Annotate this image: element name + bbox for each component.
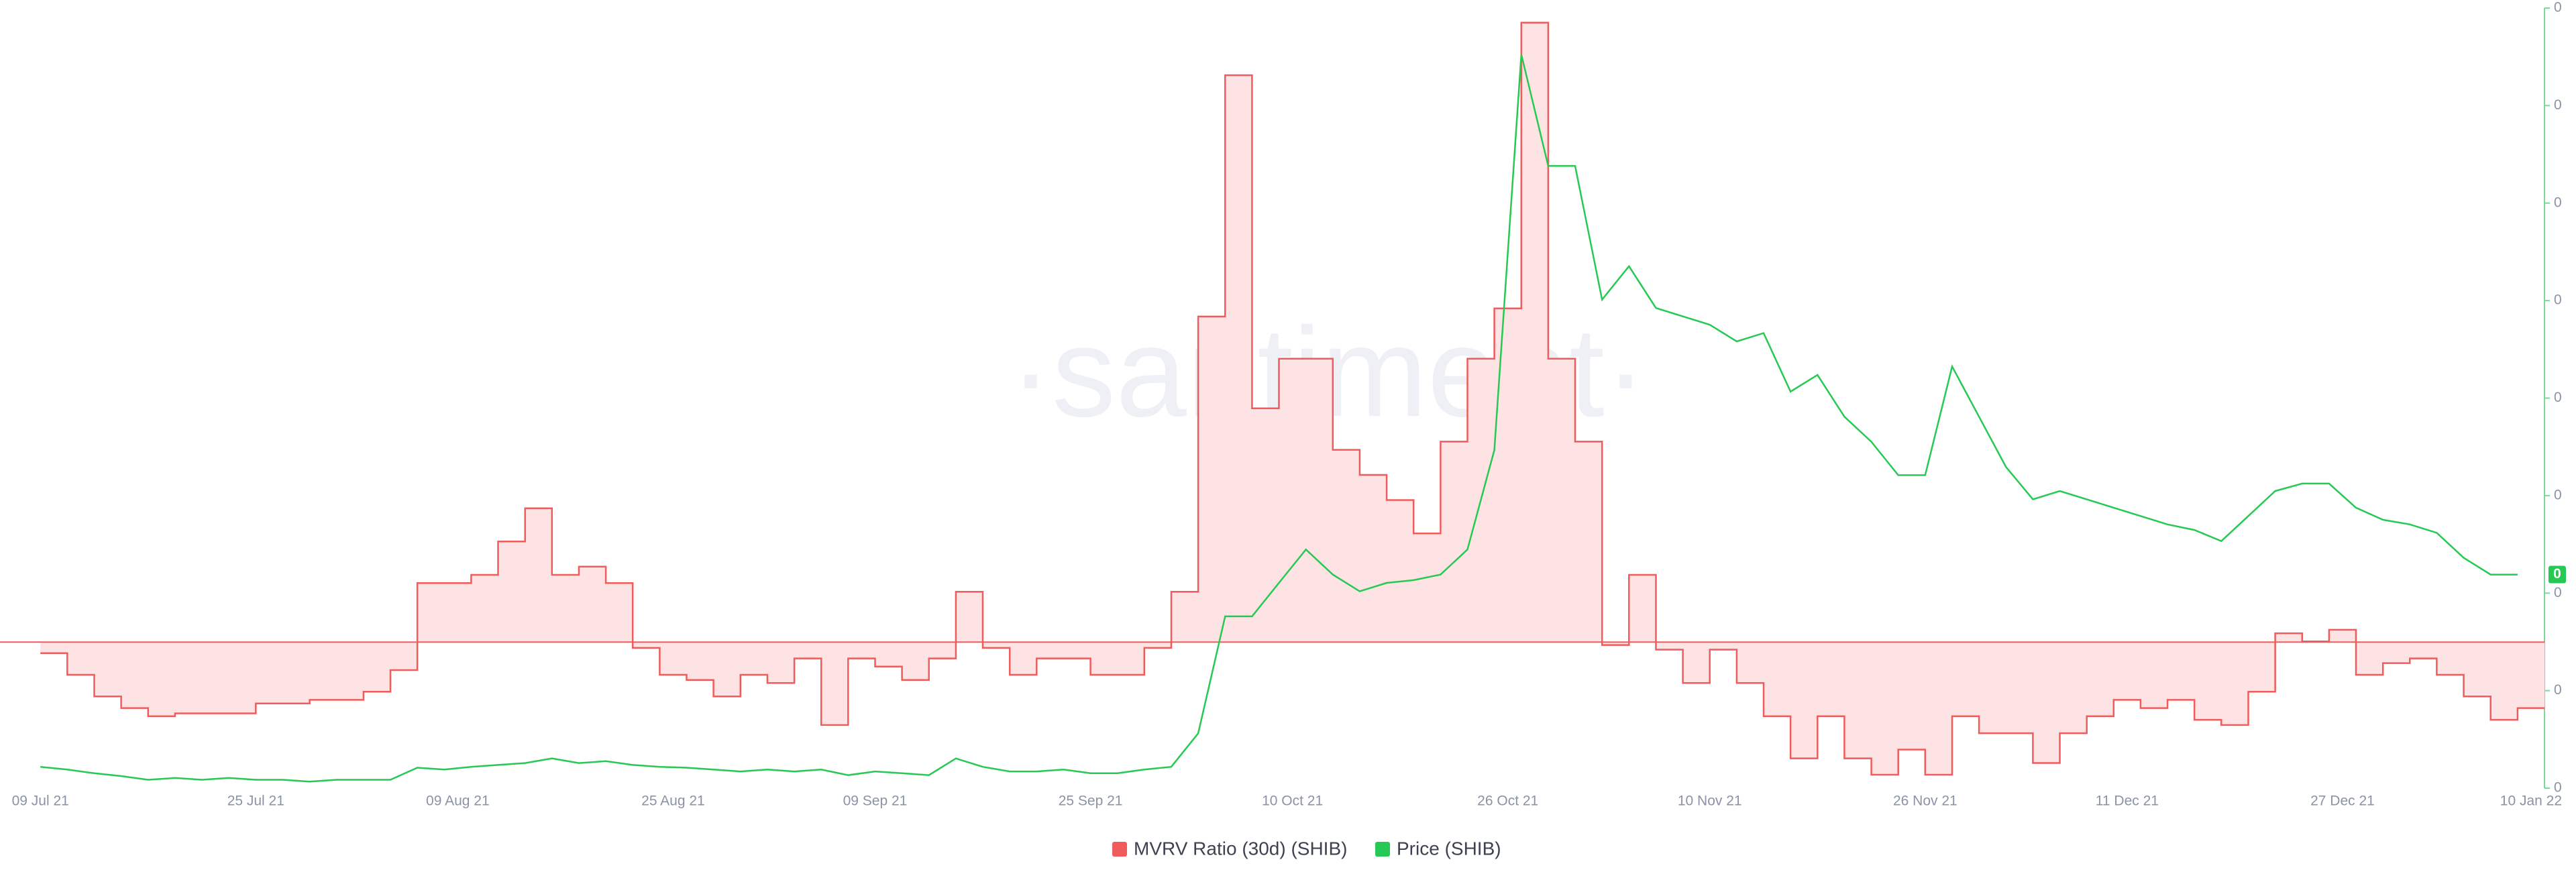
x-tick-label: 09 Aug 21 [426,794,490,809]
legend-label: Price (SHIB) [1397,838,1501,859]
price-tag [2548,565,2566,584]
legend-label: MVRV Ratio (30d) (SHIB) [1134,838,1347,859]
x-tick-label: 26 Nov 21 [1893,794,1957,809]
area [40,22,2545,775]
y2-tick-label: 0 [2554,585,2562,600]
y2-tick-label: 0 [2554,682,2562,698]
x-tick-label: 10 Jan 22 [2500,794,2562,809]
y2-tick-label: 0 [2554,390,2562,405]
legend-swatch [1375,842,1390,857]
x-tick-label: 25 Aug 21 [641,794,705,809]
x-tick-label: 10 Oct 21 [1262,794,1323,809]
x-tick-label: 11 Dec 21 [2096,794,2159,809]
legend-swatch [1112,842,1127,857]
y2-tick-label: 0 [2554,487,2562,502]
x-tick-label: 10 Nov 21 [1678,794,1742,809]
y2-tick-label: 0 [2554,97,2562,113]
y2-tick-label: 0 [2554,292,2562,308]
x-tick-label: 09 Jul 21 [12,794,69,809]
x-tick-label: 09 Sep 21 [843,794,908,809]
y2-tick-label: 0 [2554,195,2562,210]
price-tag-label: 0 [2553,566,2561,582]
series-line [40,54,2518,783]
x-tick-label: 26 Oct 21 [1477,794,1538,809]
series-line [40,21,2544,776]
x-tick-label: 27 Dec 21 [2310,794,2375,809]
x-tick-label: 25 Sep 21 [1059,794,1123,809]
y2-tick-label: 0 [2554,0,2562,15]
y2-tick-label: 0 [2554,780,2562,796]
x-tick-label: 25 Jul 21 [227,794,284,809]
